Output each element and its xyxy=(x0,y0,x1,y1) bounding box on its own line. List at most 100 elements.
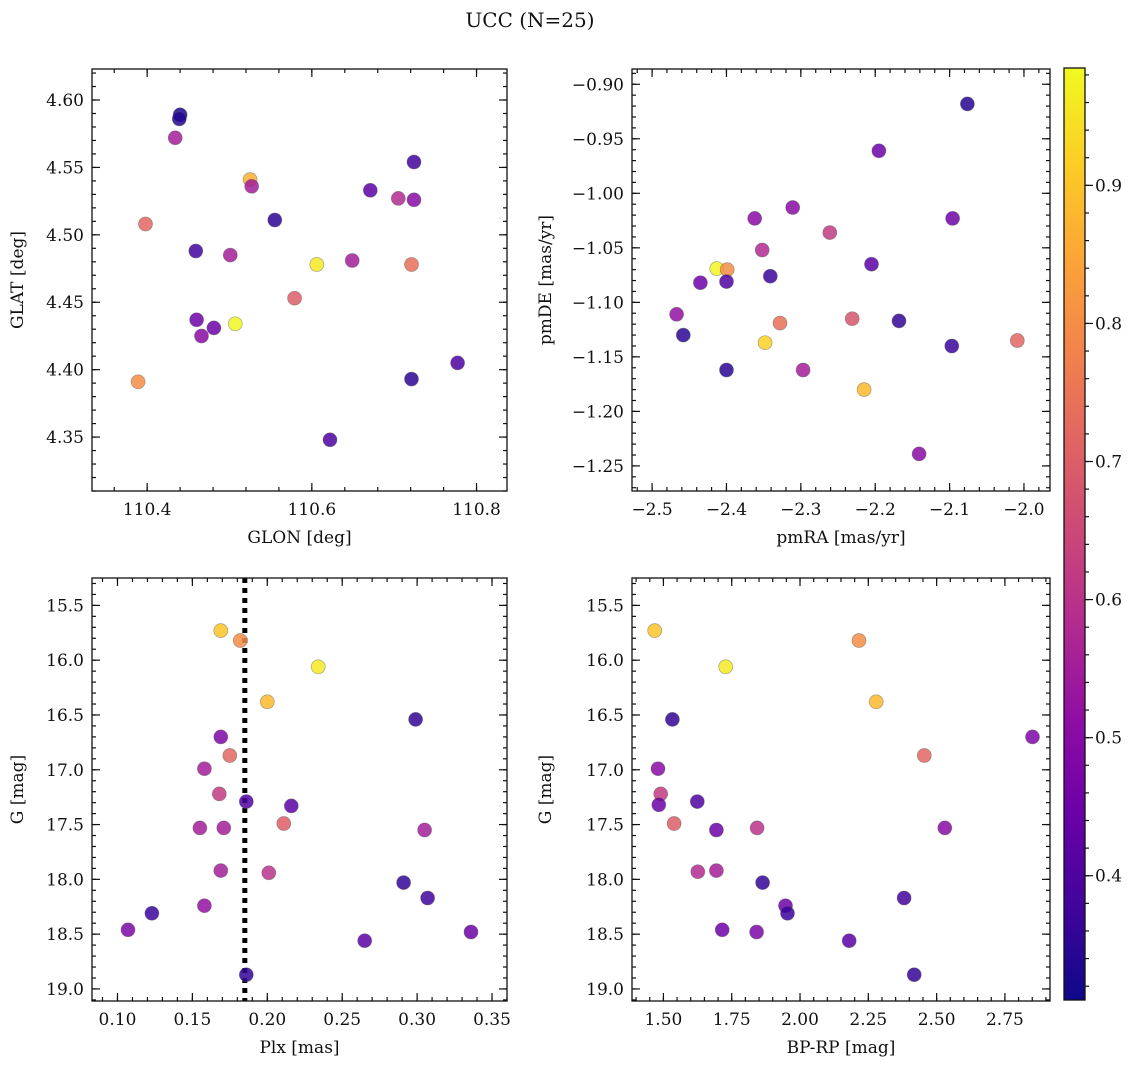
x-tick-label: 2.50 xyxy=(918,1010,956,1030)
scatter-point xyxy=(749,820,765,836)
y-tick-label: 4.35 xyxy=(46,428,84,448)
colorbar-gradient xyxy=(1064,68,1085,1000)
scatter-point xyxy=(244,178,260,194)
scatter-point xyxy=(232,633,248,648)
x-tick-label: 0.15 xyxy=(173,1010,211,1030)
scatter-point xyxy=(396,875,411,890)
y-tick-label: 18.0 xyxy=(586,870,624,890)
scatter-point xyxy=(871,143,887,159)
y-axis-label: G [mag] xyxy=(536,755,556,824)
scatter-point xyxy=(261,865,277,881)
scatter-point xyxy=(267,212,283,228)
axes-frame xyxy=(91,577,508,1002)
x-axis-label: BP-RP [mag] xyxy=(787,1038,896,1058)
scatter-point xyxy=(171,111,187,127)
figure-title: UCC (N=25) xyxy=(465,8,594,32)
scatter-point xyxy=(130,374,146,390)
scatter-point xyxy=(714,922,730,938)
ticks xyxy=(92,578,508,1001)
scatter-point xyxy=(757,335,773,351)
panel-pmra-pmde: −2.5 −2.4 −2.3 −2.2 −2.1 −2.0 −1.25 −1.20 −1.15 −… xyxy=(536,68,1051,548)
scatter-point xyxy=(906,967,922,983)
scatter-point xyxy=(194,328,209,344)
colorbar-tick-label: 0.5 xyxy=(1095,729,1122,749)
scatter-point xyxy=(216,820,232,836)
scatter-point xyxy=(945,211,960,226)
y-tick-label: 4.50 xyxy=(46,226,84,246)
y-tick-label: −0.95 xyxy=(572,130,624,150)
y-tick-label: −1.10 xyxy=(572,293,624,313)
scatter-point xyxy=(937,820,953,836)
scatter-point xyxy=(795,362,811,378)
scatter-point xyxy=(747,211,763,226)
scatter-point xyxy=(344,253,360,268)
ticks xyxy=(632,69,1050,491)
x-tick-label: 2.25 xyxy=(849,1010,887,1030)
y-tick-label: 16.0 xyxy=(46,651,84,671)
scatter-point xyxy=(822,225,838,240)
scatter-point xyxy=(749,924,764,940)
x-tick-label: −2.1 xyxy=(929,500,970,520)
scatter-point xyxy=(238,967,254,983)
x-tick-label: 1.50 xyxy=(644,1010,682,1030)
axes-frame xyxy=(631,577,1051,1002)
x-tick-label: 2.00 xyxy=(781,1010,819,1030)
scatter-point xyxy=(197,898,212,914)
scatter-point xyxy=(213,623,229,638)
scatter-point xyxy=(192,820,208,836)
scatter-point xyxy=(167,130,183,146)
scatter-point xyxy=(719,274,734,289)
y-tick-label: 4.60 xyxy=(46,91,84,111)
panels: 110.4 110.6 110.8 4.35 4.40 4.45 4.50 4.55 4.60 G… xyxy=(8,68,1051,1058)
scatter-point xyxy=(310,659,326,675)
scatter-point xyxy=(669,306,684,322)
panel-bprp-g: 1.50 1.75 2.00 2.25 2.50 2.75 15.5 16.0 16.5 17.0… xyxy=(536,577,1051,1058)
axes-frame xyxy=(631,68,1051,492)
scatter-point xyxy=(283,798,299,814)
scatter-point xyxy=(666,816,682,831)
scatter-point xyxy=(651,797,667,813)
y-tick-label: −1.15 xyxy=(572,348,624,368)
scatter-point xyxy=(222,748,238,763)
scatter-point xyxy=(188,243,204,259)
x-tick-label: 0.35 xyxy=(473,1010,511,1030)
scatter-point xyxy=(709,863,724,878)
scatter-point xyxy=(213,863,229,878)
scatter-point xyxy=(851,633,867,648)
scatter-point xyxy=(138,216,153,232)
x-tick-label: 1.75 xyxy=(713,1010,751,1030)
y-tick-label: 15.5 xyxy=(586,596,624,616)
scatter-point xyxy=(896,890,912,906)
y-tick-label: 17.5 xyxy=(586,816,624,836)
x-tick-label: −2.4 xyxy=(706,500,747,520)
scatter-point xyxy=(357,933,373,949)
scatter-point xyxy=(916,748,932,763)
scatter-point xyxy=(1025,729,1040,745)
x-tick-label: 110.4 xyxy=(123,500,172,520)
scatter-point xyxy=(362,182,378,198)
scatter-point xyxy=(211,786,227,802)
y-tick-label: 4.55 xyxy=(46,158,84,178)
y-tick-label: −1.20 xyxy=(572,402,624,422)
x-axis-label: GLON [deg] xyxy=(247,528,351,548)
y-tick-label: 4.45 xyxy=(46,293,84,313)
x-tick-label: 0.30 xyxy=(398,1010,436,1030)
scatter-point xyxy=(213,729,229,745)
scatter-points xyxy=(669,96,1025,462)
scatter-point xyxy=(772,315,788,331)
scatter-point xyxy=(864,256,879,272)
x-axis-label: Plx [mas] xyxy=(259,1038,339,1058)
scatter-point xyxy=(227,316,243,332)
x-tick-label: 110.8 xyxy=(452,500,501,520)
scatter-point xyxy=(911,446,927,462)
y-tick-label: 17.0 xyxy=(586,761,624,781)
scatter-point xyxy=(450,355,465,371)
scatter-point xyxy=(709,822,724,838)
y-tick-label: 19.0 xyxy=(46,980,84,1000)
scatter-point xyxy=(222,247,238,263)
scatter-point xyxy=(944,338,960,354)
scatter-point xyxy=(754,242,770,258)
scatter-point xyxy=(406,192,422,208)
scatter-point xyxy=(693,275,708,291)
y-tick-label: 19.0 xyxy=(586,980,624,1000)
